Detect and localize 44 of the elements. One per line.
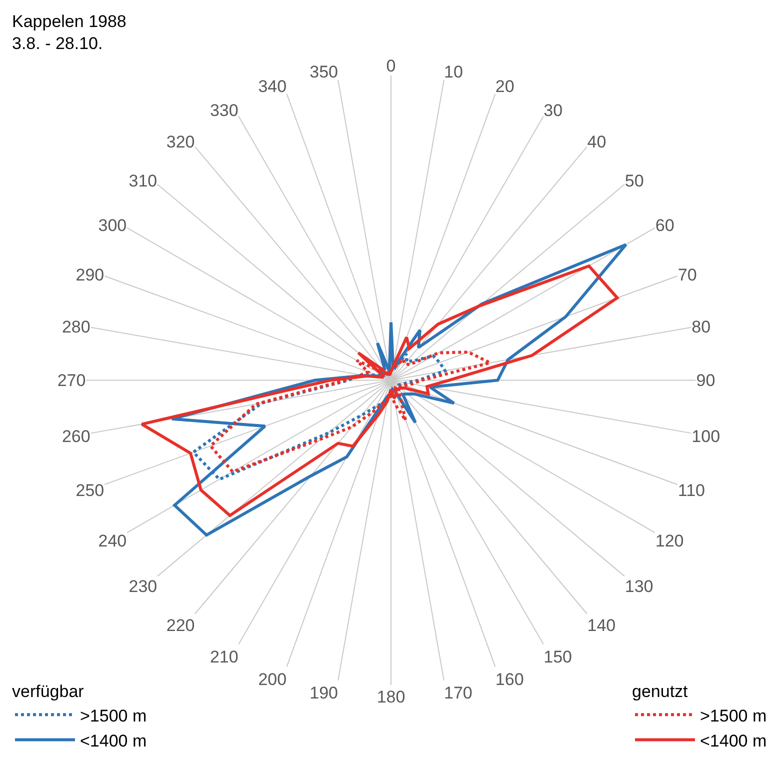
spoke-label: 10 — [444, 62, 463, 82]
spoke-label: 270 — [57, 371, 86, 390]
spoke-label: 310 — [128, 171, 158, 190]
legend-label: >1500 m — [80, 706, 147, 726]
chart-subtitle: 3.8. - 28.10. — [12, 34, 103, 54]
spoke-label: 80 — [692, 318, 711, 337]
spoke-label: 50 — [624, 171, 644, 190]
spoke-label: 90 — [696, 371, 716, 390]
spoke-label: 330 — [210, 100, 238, 120]
spoke-label: 0 — [386, 56, 396, 76]
spoke-label: 350 — [310, 62, 338, 82]
spoke-label: 190 — [310, 684, 338, 703]
spoke-label: 340 — [258, 77, 287, 96]
spoke-label: 110 — [678, 481, 705, 500]
chart-title: Kappelen 1988 — [12, 12, 126, 31]
spoke-label: 160 — [495, 670, 524, 690]
spoke-label: 60 — [655, 216, 674, 236]
spoke-label: 150 — [544, 647, 572, 666]
legend-label: >1500 m — [700, 706, 767, 726]
text: verfügbar — [12, 682, 84, 702]
spoke-label: 300 — [98, 216, 127, 236]
spoke-label: 230 — [128, 576, 158, 596]
spoke-label: 210 — [210, 647, 238, 666]
spoke-label: 290 — [76, 265, 104, 284]
spoke-label: 140 — [587, 616, 616, 635]
spoke-label: 280 — [62, 318, 90, 337]
text: genutzt — [632, 682, 688, 702]
legend-label: <1400 m — [80, 731, 147, 750]
legend-label: <1400 m — [700, 731, 767, 750]
spoke-label: 130 — [624, 576, 654, 596]
spoke-label: 250 — [76, 481, 104, 500]
spoke-label: 70 — [678, 265, 697, 284]
spoke-label: 40 — [587, 132, 606, 152]
spoke-label: 100 — [692, 427, 720, 446]
spoke-label: 200 — [258, 670, 287, 690]
spoke-label: 220 — [166, 616, 195, 635]
spoke-label: 20 — [495, 77, 514, 96]
spoke-label: 30 — [544, 100, 563, 120]
spoke-label: 240 — [98, 532, 127, 551]
spoke-label: 120 — [655, 532, 684, 551]
spoke-label: 320 — [166, 132, 195, 152]
spoke-label: 260 — [62, 427, 90, 446]
spoke-label: 180 — [376, 688, 406, 707]
spoke-label: 170 — [444, 684, 472, 703]
